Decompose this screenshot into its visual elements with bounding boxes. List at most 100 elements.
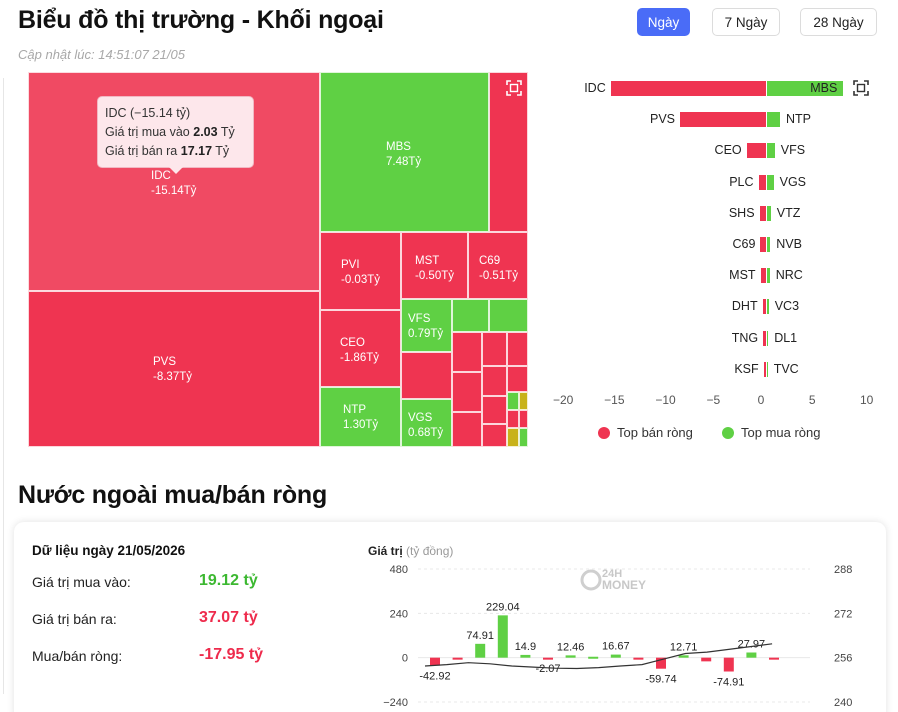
bar-value-label: 229.04 <box>486 601 520 613</box>
treemap-tile-small[interactable] <box>507 410 519 428</box>
net-value-bar[interactable] <box>497 615 508 658</box>
treemap-tile-ntp[interactable] <box>320 387 401 447</box>
net-value-bar[interactable] <box>746 652 757 658</box>
treemap-tile-small[interactable] <box>519 428 528 447</box>
buy-value: 19.12 tỷ <box>199 572 258 589</box>
page-title: Biểu đồ thị trường - Khối ngoại <box>18 6 384 34</box>
date-label: Dữ liệu ngày 21/05/2026 <box>32 543 186 558</box>
y-tick-left: 0 <box>402 653 408 665</box>
treemap-tile-small[interactable] <box>452 412 482 447</box>
treemap-tile-small[interactable] <box>507 366 528 392</box>
legend-sell[interactable]: Top bán ròng <box>598 425 693 440</box>
bar-value-label: 74.91 <box>466 630 494 642</box>
x-tick-label: −5 <box>706 393 721 407</box>
treemap-label-c69: C69 -0.51Tỷ <box>479 255 518 282</box>
treemap-tile-small[interactable] <box>489 72 528 232</box>
left-border <box>0 78 4 694</box>
treemap-tile-small[interactable] <box>507 332 528 366</box>
treemap-tile-pvi[interactable] <box>320 232 401 310</box>
treemap-tile-small[interactable] <box>519 410 528 428</box>
range-button-28-days[interactable]: 28 Ngày <box>800 8 877 36</box>
bar-buy-vfs[interactable] <box>766 143 775 159</box>
treemap-tile-pvs[interactable] <box>28 291 320 447</box>
bar-value-label: 14.9 <box>515 641 536 653</box>
foreign-summary-card <box>14 522 886 712</box>
bar-sell-idc[interactable] <box>610 81 766 96</box>
bar-sell-plc[interactable] <box>758 174 766 190</box>
net-value-bar[interactable] <box>520 654 531 658</box>
bar-value-label: 27.97 <box>738 639 766 651</box>
treemap-tile-small[interactable] <box>452 332 482 372</box>
bar-sell-shs[interactable] <box>759 205 766 221</box>
bar-buy-dl1[interactable] <box>766 330 769 346</box>
treemap-label-vgs: VGS 0.68Tỷ <box>408 412 444 439</box>
treemap-tile-small[interactable] <box>482 366 507 396</box>
net-value-bar[interactable] <box>633 657 644 660</box>
bar-sell-ceo[interactable] <box>746 143 766 159</box>
buy-label: Giá trị mua vào: <box>32 574 131 590</box>
treemap-tile-small[interactable] <box>507 392 519 410</box>
bar-buy-tvc[interactable] <box>766 361 768 377</box>
legend-buy[interactable]: Top mua ròng <box>722 425 821 440</box>
treemap-tile-small[interactable] <box>489 299 528 332</box>
net-value-bar[interactable] <box>769 657 779 660</box>
bar-buy-nvb[interactable] <box>766 237 771 252</box>
bar-sell-dht[interactable] <box>762 299 766 315</box>
net-value-bar[interactable] <box>475 643 486 658</box>
x-tick-label: −15 <box>604 393 625 407</box>
net-value-bar[interactable] <box>610 654 621 658</box>
treemap-tile-small[interactable] <box>482 396 507 424</box>
bar-sell-ksf[interactable] <box>763 361 766 377</box>
net-value-bar[interactable] <box>678 655 689 658</box>
treemap-tile-small[interactable] <box>401 352 452 399</box>
net-value-bar[interactable] <box>656 657 666 669</box>
treemap-tile-ceo[interactable] <box>320 310 401 387</box>
treemap-tile-small[interactable] <box>482 424 507 447</box>
treemap-tile-small[interactable] <box>519 392 528 410</box>
bar-label-buy: VC3 <box>774 299 800 314</box>
tooltip-title: IDC (−15.14 tỷ) <box>105 106 191 120</box>
treemap-label-mst: MST -0.50Tỷ <box>415 255 454 282</box>
y-tick-right: 272 <box>834 608 852 620</box>
net-value-bar[interactable] <box>723 657 734 672</box>
bar-sell-mst[interactable] <box>760 268 766 284</box>
expand-icon[interactable] <box>853 80 869 96</box>
net-value-bar[interactable] <box>452 657 463 660</box>
treemap-tile-mst[interactable] <box>401 232 468 299</box>
net-value-bar[interactable] <box>588 656 599 659</box>
net-value-bar[interactable] <box>565 655 576 658</box>
treemap-tile-small[interactable] <box>507 428 519 447</box>
x-tick-label: 0 <box>757 393 765 407</box>
bar-label-sell: PLC <box>729 174 754 189</box>
treemap-tile-small[interactable] <box>452 372 482 412</box>
treemap-tile-mbs[interactable] <box>320 72 489 232</box>
bar-buy-vgs[interactable] <box>766 174 774 190</box>
treemap-label-pvi: PVI -0.03Tỷ <box>341 259 380 286</box>
bar-value-label: 12.71 <box>670 641 698 653</box>
net-value-bar[interactable] <box>430 657 440 666</box>
x-tick-label: −20 <box>553 393 574 407</box>
bar-buy-ntp[interactable] <box>766 112 780 128</box>
bar-sell-pvs[interactable] <box>680 112 766 128</box>
y-tick-left: 480 <box>390 564 408 576</box>
treemap-tile-vgs[interactable] <box>401 399 452 447</box>
range-button-day[interactable]: Ngày <box>637 8 690 36</box>
bar-buy-nrc[interactable] <box>766 268 770 284</box>
y-tick-left: 240 <box>390 608 408 620</box>
bar-sell-tng[interactable] <box>763 330 766 346</box>
range-button-7-days[interactable]: 7 Ngày <box>712 8 780 36</box>
bar-buy-vc3[interactable] <box>766 299 769 315</box>
bar-buy-mbs[interactable] <box>766 81 844 96</box>
net-value-bar[interactable] <box>701 657 712 662</box>
treemap-tile-c69[interactable] <box>468 232 528 299</box>
treemap-tile-vfs[interactable] <box>401 299 452 352</box>
treemap-tile-small[interactable] <box>482 332 507 366</box>
bar-sell-c69[interactable] <box>760 237 766 252</box>
treemap-label-ntp: NTP 1.30Tỷ <box>343 404 379 431</box>
x-tick-label: 10 <box>860 393 874 407</box>
treemap-tile-small[interactable] <box>452 299 489 332</box>
bar-label-sell: MST <box>729 268 756 283</box>
net-value-bar[interactable] <box>543 657 553 660</box>
expand-icon[interactable] <box>506 80 522 96</box>
bar-buy-vtz[interactable] <box>766 205 771 221</box>
